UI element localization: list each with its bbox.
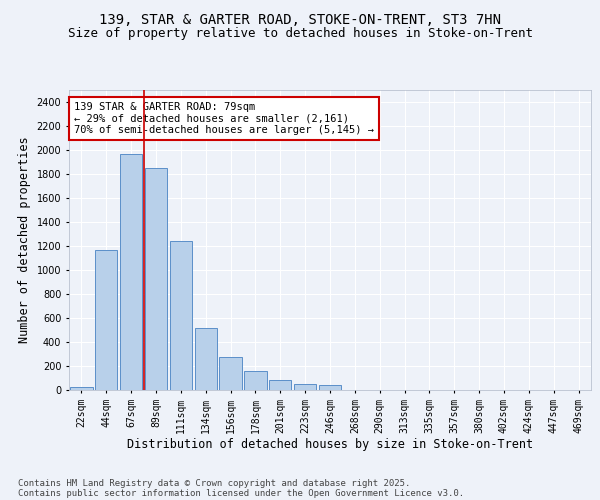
Bar	[244, 372, 266, 390]
Text: Contains public sector information licensed under the Open Government Licence v3: Contains public sector information licen…	[18, 488, 464, 498]
Text: Size of property relative to detached houses in Stoke-on-Trent: Size of property relative to detached ho…	[67, 28, 533, 40]
Bar	[294, 384, 316, 390]
Bar	[70, 386, 92, 390]
Bar	[269, 380, 292, 390]
Bar	[95, 250, 118, 390]
Bar	[319, 386, 341, 390]
Text: 139, STAR & GARTER ROAD, STOKE-ON-TRENT, ST3 7HN: 139, STAR & GARTER ROAD, STOKE-ON-TRENT,…	[99, 12, 501, 26]
Text: 139 STAR & GARTER ROAD: 79sqm
← 29% of detached houses are smaller (2,161)
70% o: 139 STAR & GARTER ROAD: 79sqm ← 29% of d…	[74, 102, 374, 135]
Bar	[194, 328, 217, 390]
Text: Contains HM Land Registry data © Crown copyright and database right 2025.: Contains HM Land Registry data © Crown c…	[18, 478, 410, 488]
X-axis label: Distribution of detached houses by size in Stoke-on-Trent: Distribution of detached houses by size …	[127, 438, 533, 452]
Bar	[120, 154, 142, 390]
Bar	[220, 357, 242, 390]
Y-axis label: Number of detached properties: Number of detached properties	[18, 136, 31, 344]
Bar	[170, 240, 192, 390]
Bar	[145, 168, 167, 390]
